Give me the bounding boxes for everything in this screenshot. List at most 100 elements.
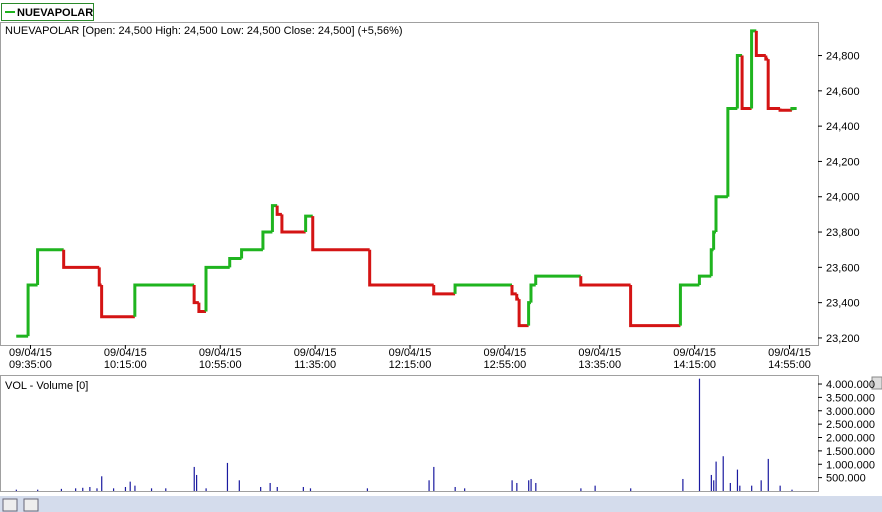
x-tick-label: 09/04/15 12:55:00 — [483, 347, 526, 371]
volume-bar — [530, 478, 532, 491]
volume-bar — [124, 486, 127, 491]
price-step — [529, 283, 536, 303]
x-tick-label: 09/04/15 11:35:00 — [294, 347, 337, 371]
volume-bar — [454, 486, 456, 491]
price-step — [261, 230, 273, 250]
y-tick-label: 1.000.000 — [826, 459, 875, 471]
volume-bar — [309, 488, 312, 491]
toolbar — [0, 496, 882, 512]
price-step — [515, 293, 520, 301]
price-step — [192, 284, 199, 305]
volume-bar — [82, 487, 84, 491]
x-tick-label: 09/04/15 13:35:00 — [578, 347, 621, 371]
tool-button[interactable] — [2, 498, 18, 512]
y-tick-label: 23,400 — [826, 298, 860, 310]
volume-bar — [428, 480, 430, 491]
volume-bar — [751, 485, 753, 491]
volume-bar — [150, 488, 153, 491]
price-step — [750, 29, 757, 109]
price-step — [709, 248, 714, 277]
price-label: NUEVAPOLAR [Open: 24,500 High: 24,500 Lo… — [5, 25, 403, 37]
y-tick-label: 23,800 — [826, 227, 860, 239]
volume-bar — [37, 489, 39, 491]
price-step — [368, 249, 434, 287]
price-step — [517, 299, 529, 328]
volume-bar — [715, 461, 717, 491]
price-step — [97, 267, 102, 287]
x-tick-label: 09/04/15 14:55:00 — [768, 347, 811, 371]
price-step — [714, 195, 728, 233]
price-step — [726, 106, 738, 197]
volume-bar — [269, 482, 271, 491]
volume-bar — [134, 485, 136, 491]
volume-bar — [535, 482, 537, 491]
y-tick-label: 1.500.000 — [826, 446, 875, 458]
volume-bar — [129, 481, 131, 491]
y-tick-label: 4.000.000 — [826, 379, 875, 391]
volume-panel — [0, 375, 819, 492]
price-step — [100, 284, 135, 319]
price-step — [697, 274, 712, 285]
price-step — [629, 284, 681, 328]
x-tick-label: 09/04/15 10:15:00 — [104, 347, 147, 371]
y-tick-label: 24,200 — [826, 156, 860, 168]
price-step — [62, 249, 100, 269]
volume-bar — [516, 482, 518, 491]
y-tick-label: 2.000.000 — [826, 433, 875, 445]
volume-bar — [101, 476, 103, 491]
price-step — [270, 204, 278, 233]
volume-bar — [791, 489, 793, 491]
price-step — [735, 54, 743, 109]
volume-bar — [528, 480, 530, 491]
y-tick-label: 2.500.000 — [826, 419, 875, 431]
price-step — [678, 283, 700, 326]
volume-bar — [767, 458, 769, 491]
y-tick-label: 24,000 — [826, 192, 860, 204]
price-step — [510, 284, 517, 296]
volume-bar — [196, 474, 198, 491]
volume-bar — [60, 488, 63, 491]
y-tick-label: 3.000.000 — [826, 406, 875, 418]
volume-bar — [739, 485, 741, 491]
price-step — [275, 205, 282, 216]
y-tick-label: 23,200 — [826, 333, 860, 345]
y-tick-label: 24,800 — [826, 51, 860, 63]
volume-bar — [464, 488, 466, 491]
price-step — [766, 59, 781, 110]
price-step — [534, 274, 581, 285]
volume-bar — [15, 489, 17, 491]
volume-bar — [710, 474, 712, 491]
legend-label: NUEVAPOLAR — [17, 7, 93, 19]
y-tick-label: 24,600 — [826, 86, 860, 98]
volume-bar — [89, 486, 91, 491]
price-step — [133, 283, 195, 317]
volume-bar — [779, 485, 781, 491]
volume-bar — [226, 462, 229, 491]
price-step — [740, 55, 752, 110]
tool-button[interactable] — [23, 498, 39, 512]
price-step — [453, 283, 512, 294]
x-tick-label: 09/04/15 10:55:00 — [199, 347, 242, 371]
price-step — [579, 276, 631, 287]
price-step — [204, 265, 230, 312]
volume-bar — [682, 478, 684, 491]
y-tick-label: 23,600 — [826, 262, 860, 274]
price-step — [26, 283, 38, 337]
volume-bar — [594, 485, 596, 491]
volume-bar — [511, 480, 513, 491]
x-tick-label: 09/04/15 14:15:00 — [673, 347, 716, 371]
close-button[interactable] — [871, 376, 882, 390]
volume-bar — [580, 488, 582, 491]
volume-bar — [630, 488, 632, 491]
volume-bar — [698, 378, 701, 491]
volume-bar — [729, 482, 731, 491]
volume-bar — [238, 480, 240, 491]
legend-box[interactable] — [1, 3, 94, 21]
price-step — [432, 284, 456, 296]
volume-bar — [96, 488, 98, 491]
y-tick-label: 3.500.000 — [826, 392, 875, 404]
price-step — [280, 214, 306, 234]
volume-bar — [366, 488, 369, 491]
